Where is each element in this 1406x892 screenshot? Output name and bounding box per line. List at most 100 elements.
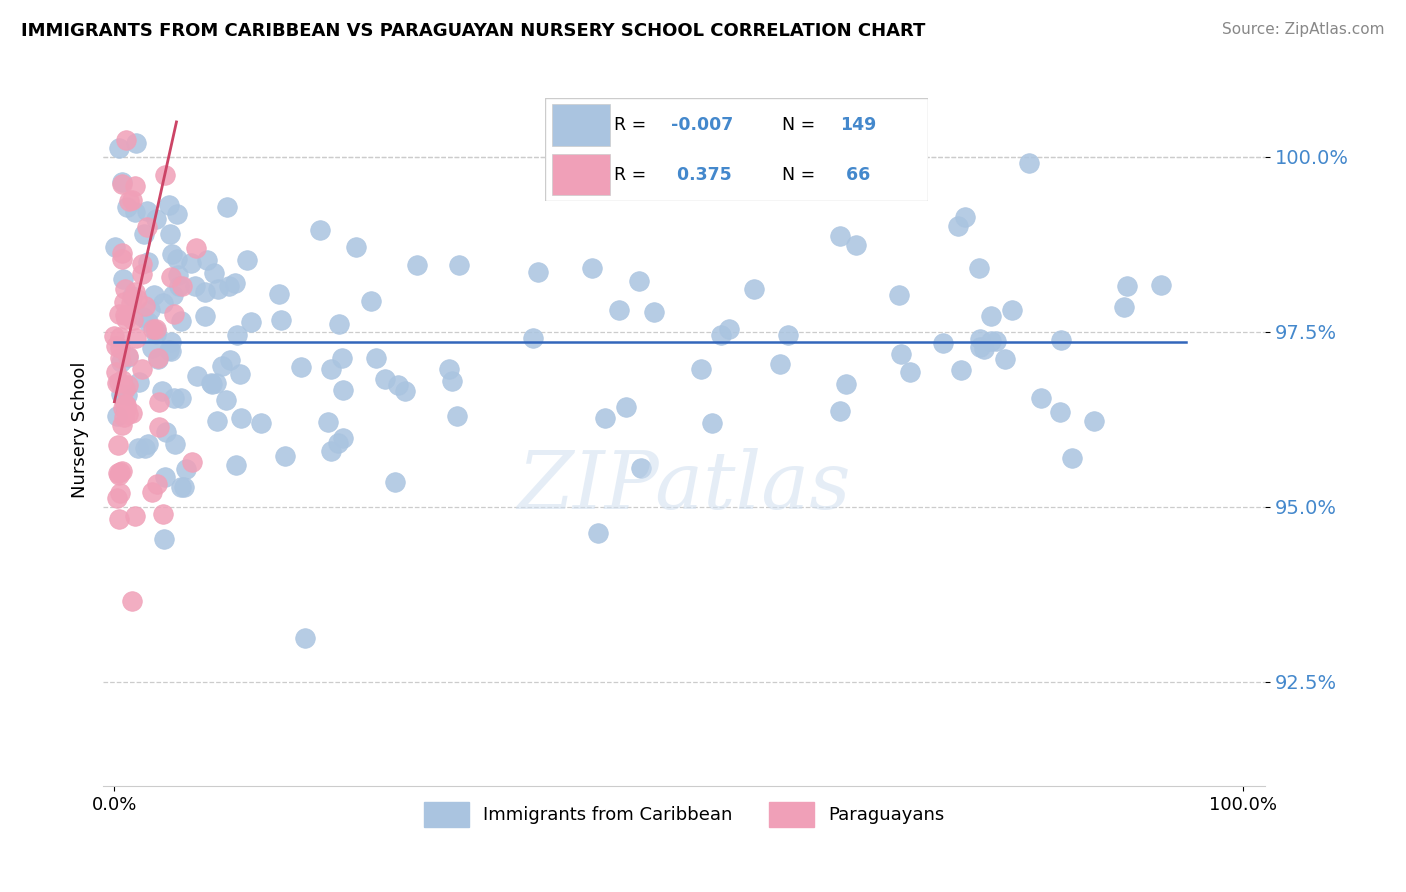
- Point: [717, 322, 740, 336]
- Point: [202, 267, 225, 281]
- Point: [121, 406, 143, 420]
- Point: [776, 328, 799, 343]
- Point: [194, 309, 217, 323]
- Point: [111, 464, 134, 478]
- Point: [114, 282, 136, 296]
- Point: [148, 419, 170, 434]
- Point: [105, 491, 128, 505]
- Point: [384, 475, 406, 490]
- Point: [114, 401, 136, 416]
- Point: [108, 351, 131, 365]
- Point: [235, 253, 257, 268]
- Point: [107, 467, 129, 481]
- Point: [173, 480, 195, 494]
- Point: [134, 441, 156, 455]
- Point: [607, 302, 630, 317]
- Point: [124, 285, 146, 300]
- Point: [107, 512, 129, 526]
- Point: [112, 410, 135, 425]
- Point: [374, 372, 396, 386]
- Point: [984, 334, 1007, 348]
- Point: [148, 395, 170, 409]
- Point: [160, 270, 183, 285]
- Point: [709, 327, 731, 342]
- Point: [224, 277, 246, 291]
- Point: [157, 343, 180, 357]
- Point: [643, 305, 665, 319]
- Point: [115, 201, 138, 215]
- Point: [326, 435, 349, 450]
- Point: [887, 288, 910, 302]
- Point: [107, 437, 129, 451]
- Point: [1050, 333, 1073, 347]
- Point: [145, 324, 167, 338]
- Point: [131, 257, 153, 271]
- Point: [614, 400, 637, 414]
- Point: [328, 317, 350, 331]
- Point: [108, 330, 131, 344]
- Point: [360, 294, 382, 309]
- Point: [136, 255, 159, 269]
- Point: [890, 346, 912, 360]
- Point: [170, 480, 193, 494]
- Point: [112, 401, 135, 415]
- Point: [316, 415, 339, 429]
- Point: [267, 287, 290, 301]
- Point: [131, 310, 153, 325]
- Point: [211, 359, 233, 373]
- Point: [215, 392, 238, 407]
- Point: [121, 193, 143, 207]
- Point: [115, 312, 138, 326]
- Point: [1001, 302, 1024, 317]
- Point: [146, 351, 169, 366]
- Point: [110, 418, 132, 433]
- Point: [111, 252, 134, 266]
- Point: [132, 227, 155, 242]
- Point: [152, 384, 174, 399]
- Point: [225, 328, 247, 343]
- Point: [330, 351, 353, 365]
- Point: [117, 408, 139, 422]
- Point: [219, 353, 242, 368]
- Text: IMMIGRANTS FROM CARIBBEAN VS PARAGUAYAN NURSERY SCHOOL CORRELATION CHART: IMMIGRANTS FROM CARIBBEAN VS PARAGUAYAN …: [21, 22, 925, 40]
- Y-axis label: Nursery School: Nursery School: [72, 361, 89, 498]
- Point: [153, 532, 176, 546]
- Point: [184, 240, 207, 254]
- Point: [205, 376, 228, 390]
- Point: [446, 409, 468, 424]
- Point: [332, 431, 354, 445]
- Point: [593, 410, 616, 425]
- Point: [162, 307, 184, 321]
- Point: [121, 289, 143, 303]
- Point: [114, 382, 136, 396]
- Point: [1060, 450, 1083, 465]
- Point: [201, 376, 224, 391]
- Point: [134, 300, 156, 314]
- Point: [105, 409, 128, 423]
- Point: [160, 334, 183, 349]
- Point: [145, 326, 167, 341]
- Point: [108, 468, 131, 483]
- Point: [319, 444, 342, 458]
- Point: [121, 593, 143, 607]
- Point: [124, 178, 146, 193]
- Point: [195, 252, 218, 267]
- Point: [125, 292, 148, 306]
- Point: [121, 313, 143, 327]
- Point: [845, 238, 868, 252]
- Point: [124, 331, 146, 345]
- Point: [439, 362, 461, 376]
- Point: [700, 416, 723, 430]
- Point: [120, 296, 142, 310]
- Point: [166, 207, 188, 221]
- Point: [949, 362, 972, 376]
- Point: [111, 373, 134, 387]
- Point: [946, 219, 969, 233]
- Point: [1150, 278, 1173, 293]
- Point: [969, 340, 991, 354]
- Point: [112, 271, 135, 285]
- Point: [200, 376, 222, 391]
- Point: [1114, 301, 1136, 315]
- Point: [117, 349, 139, 363]
- Point: [630, 460, 652, 475]
